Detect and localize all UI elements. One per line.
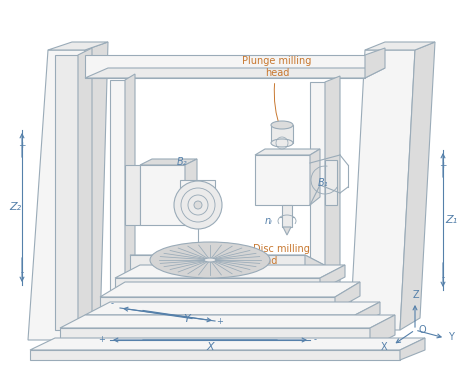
- Polygon shape: [75, 42, 108, 340]
- Polygon shape: [115, 265, 345, 278]
- Polygon shape: [325, 76, 340, 310]
- Text: Z₁: Z₁: [445, 215, 457, 225]
- Ellipse shape: [271, 139, 293, 147]
- Polygon shape: [283, 227, 291, 235]
- Polygon shape: [85, 55, 365, 78]
- Polygon shape: [100, 282, 360, 297]
- Text: B₂: B₂: [177, 157, 188, 167]
- Polygon shape: [271, 125, 293, 143]
- Polygon shape: [305, 255, 330, 280]
- Text: Y: Y: [448, 332, 454, 342]
- Polygon shape: [100, 297, 335, 310]
- Text: +: +: [99, 335, 105, 345]
- Polygon shape: [60, 328, 370, 348]
- Polygon shape: [180, 180, 215, 213]
- Polygon shape: [30, 338, 425, 350]
- Polygon shape: [282, 205, 292, 227]
- Polygon shape: [130, 255, 330, 268]
- Circle shape: [174, 181, 222, 229]
- Text: Disc milling
head: Disc milling head: [201, 244, 310, 266]
- Polygon shape: [196, 262, 200, 270]
- Polygon shape: [85, 68, 385, 78]
- Text: Z: Z: [413, 290, 419, 300]
- Polygon shape: [85, 302, 380, 315]
- Polygon shape: [400, 42, 435, 330]
- Text: Z₂: Z₂: [9, 202, 21, 212]
- Text: -: -: [313, 335, 317, 345]
- Polygon shape: [55, 55, 78, 330]
- Text: Y: Y: [183, 314, 191, 324]
- Polygon shape: [365, 48, 385, 78]
- Polygon shape: [130, 255, 305, 270]
- Polygon shape: [370, 315, 395, 348]
- Text: -: -: [441, 273, 445, 283]
- Polygon shape: [30, 350, 400, 360]
- Polygon shape: [325, 160, 337, 205]
- Polygon shape: [255, 155, 310, 205]
- Polygon shape: [78, 48, 92, 330]
- Polygon shape: [140, 159, 197, 165]
- Polygon shape: [310, 149, 320, 205]
- Text: +: +: [439, 161, 447, 169]
- Polygon shape: [85, 315, 355, 326]
- Polygon shape: [365, 42, 435, 50]
- Text: -: -: [110, 299, 113, 308]
- Text: O: O: [419, 325, 427, 335]
- Ellipse shape: [204, 258, 216, 262]
- Text: -: -: [20, 269, 24, 277]
- Polygon shape: [125, 165, 140, 225]
- Polygon shape: [255, 149, 320, 155]
- Polygon shape: [60, 315, 395, 328]
- Polygon shape: [350, 50, 415, 330]
- Polygon shape: [125, 74, 135, 320]
- Polygon shape: [355, 302, 380, 326]
- Polygon shape: [400, 338, 425, 360]
- Polygon shape: [185, 159, 197, 225]
- Polygon shape: [140, 165, 185, 225]
- Polygon shape: [110, 80, 125, 320]
- Text: B₁: B₁: [318, 178, 328, 188]
- Polygon shape: [28, 50, 85, 340]
- Polygon shape: [115, 278, 320, 290]
- Text: X: X: [380, 342, 387, 352]
- Text: +: +: [18, 141, 26, 149]
- Text: nᵢ: nᵢ: [265, 216, 273, 226]
- Ellipse shape: [150, 242, 270, 278]
- Text: Plunge milling
head: Plunge milling head: [242, 56, 312, 130]
- Text: X: X: [206, 342, 214, 352]
- Polygon shape: [48, 42, 108, 50]
- Polygon shape: [335, 282, 360, 310]
- Polygon shape: [310, 82, 325, 310]
- Polygon shape: [320, 265, 345, 290]
- Text: +: +: [217, 317, 223, 326]
- Circle shape: [194, 201, 202, 209]
- Text: n: n: [175, 250, 181, 260]
- Ellipse shape: [271, 121, 293, 129]
